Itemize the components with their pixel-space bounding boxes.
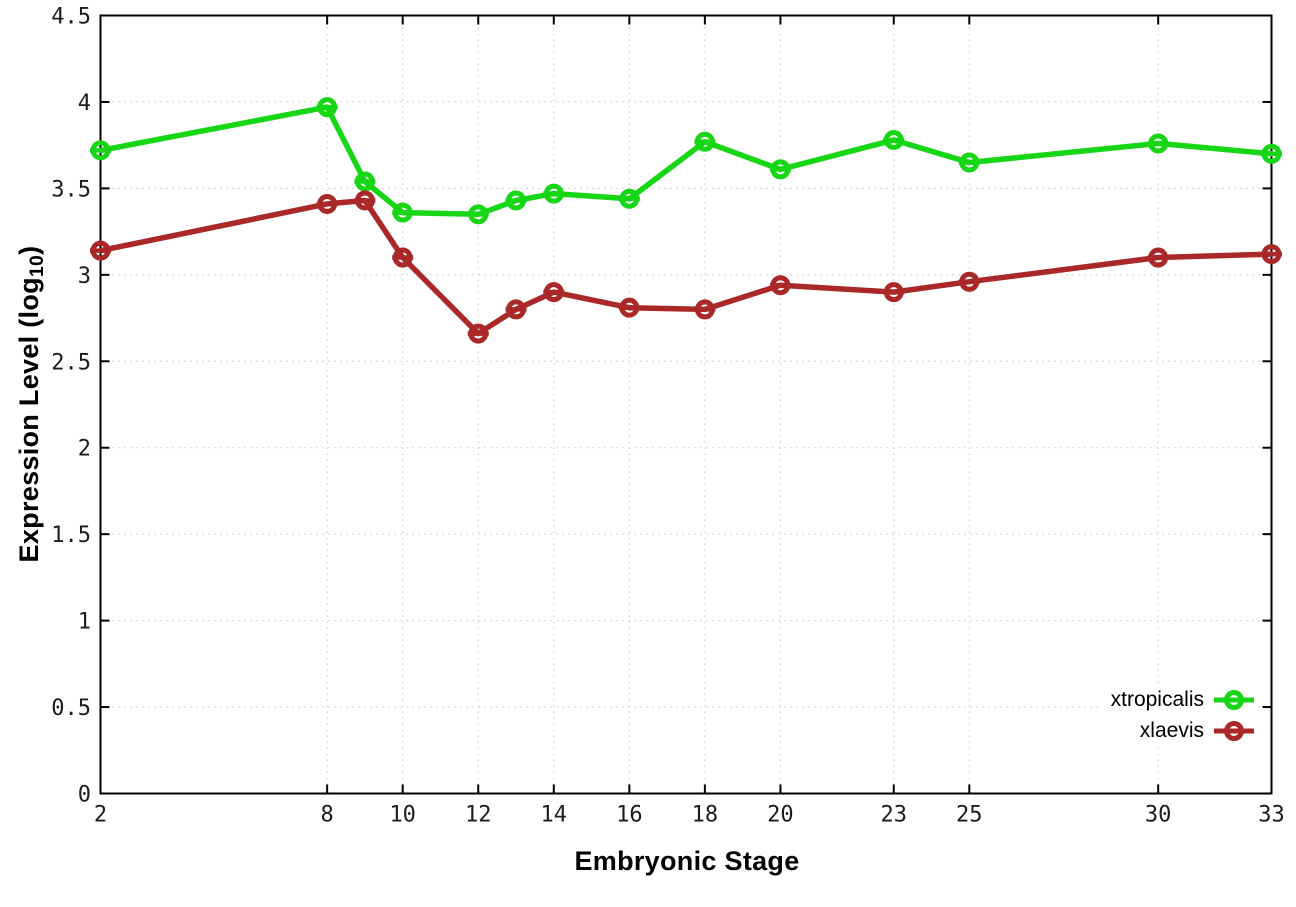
data-point-marker (1261, 244, 1282, 265)
x-tick-label: 23 (881, 803, 908, 828)
x-tick-label: 16 (616, 803, 643, 828)
data-point-marker (694, 299, 715, 320)
chart-legend: xtropicalis xlaevis (1100, 684, 1255, 746)
data-point-marker (543, 183, 564, 204)
data-point-marker (543, 282, 564, 303)
y-axis-title-subscript: 10 (25, 254, 48, 278)
data-point-marker (959, 152, 980, 173)
y-tick-label: 2 (78, 437, 91, 462)
data-point-marker (1261, 143, 1282, 164)
data-point-marker (1148, 133, 1169, 154)
data-point-marker (883, 282, 904, 303)
x-tick-labels: 2 8 10 12 14 16 18 20 23 25 30 33 (94, 803, 1285, 828)
x-tick-label: 12 (465, 803, 492, 828)
y-axis-title-text: Expression Level (log (14, 277, 44, 563)
legend-marker-xlaevis (1214, 720, 1254, 741)
x-tick-label: 2 (94, 803, 107, 828)
legend-label: xlaevis (1139, 718, 1204, 742)
y-tick-label: 1 (78, 610, 91, 635)
data-point-marker (468, 323, 489, 344)
x-tick-label: 30 (1145, 803, 1172, 828)
plot-border (99, 14, 1273, 795)
x-tick-label: 14 (541, 803, 568, 828)
data-point-marker (770, 159, 791, 180)
y-tick-label: 0 (78, 783, 91, 808)
x-axis-title: Embryonic Stage (574, 846, 800, 876)
y-tick-label: 1.5 (51, 523, 91, 548)
x-tick-label: 10 (389, 803, 416, 828)
data-point-marker (317, 97, 338, 118)
legend-marker-xtropicalis (1214, 689, 1254, 710)
x-tick-label: 8 (321, 803, 334, 828)
legend-item-xlaevis: xlaevis (1100, 715, 1255, 746)
legend-point-sample (1224, 720, 1244, 741)
data-point-marker (317, 193, 338, 214)
y-tick-label: 3 (78, 264, 91, 289)
y-tick-label: 2.5 (51, 350, 91, 375)
data-point-marker (883, 129, 904, 150)
y-axis-title: Expression Level (log10) (14, 246, 49, 563)
y-axis-title-suffix: ) (14, 245, 44, 255)
data-point-marker (90, 240, 111, 261)
data-point-marker (392, 247, 413, 268)
data-point-marker (392, 202, 413, 223)
series-points-xtropicalis (90, 97, 1282, 225)
data-point-marker (354, 171, 375, 192)
series-line-xlaevis (97, 197, 1275, 337)
data-point-marker (619, 188, 640, 209)
data-point-marker (1148, 247, 1169, 268)
data-point-marker (506, 190, 527, 211)
data-point-marker (959, 271, 980, 292)
x-tick-label: 33 (1258, 803, 1285, 828)
data-point-marker (354, 190, 375, 211)
data-point-marker (468, 204, 489, 225)
data-point-marker (506, 299, 527, 320)
data-point-marker (694, 131, 715, 152)
data-point-marker (770, 275, 791, 296)
series-points-xlaevis (90, 190, 1282, 344)
legend-label: xtropicalis (1110, 687, 1204, 711)
y-tick-labels: 0 0.5 1 1.5 2 2.5 3 3.5 4 4.5 (51, 5, 91, 808)
legend-item-xtropicalis: xtropicalis (1100, 684, 1255, 715)
x-tick-label: 25 (956, 803, 983, 828)
y-tick-label: 0.5 (51, 696, 91, 721)
tick-marks (99, 14, 1273, 795)
data-point-marker (90, 140, 111, 161)
data-point-marker (619, 297, 640, 318)
legend-point-sample (1224, 689, 1244, 710)
series-line-xtropicalis (97, 104, 1275, 218)
y-tick-label: 4.5 (51, 5, 91, 30)
grid-layer (100, 15, 1272, 794)
x-tick-label: 20 (767, 803, 794, 828)
y-tick-label: 3.5 (51, 177, 91, 202)
y-tick-label: 4 (78, 91, 91, 116)
x-tick-label: 18 (692, 803, 719, 828)
